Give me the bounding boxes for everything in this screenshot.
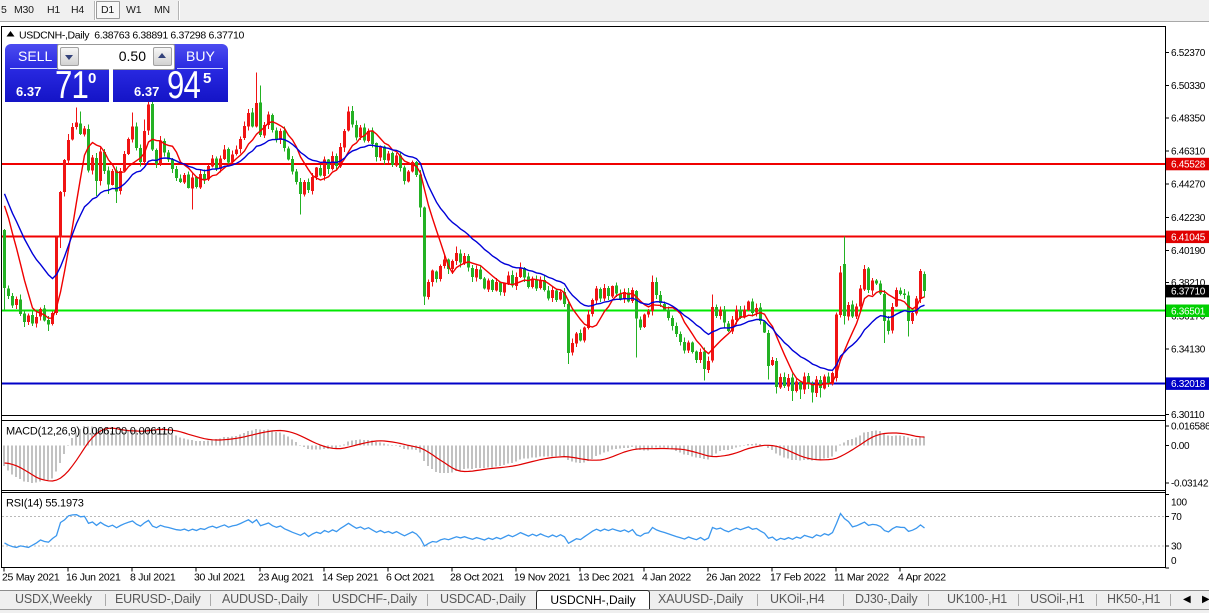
svg-text:16 Jun 2021: 16 Jun 2021 (66, 572, 121, 584)
svg-text:30: 30 (1171, 541, 1182, 552)
svg-text:0: 0 (1171, 556, 1177, 567)
svg-text:6.45528: 6.45528 (1171, 160, 1206, 171)
svg-text:28 Oct 2021: 28 Oct 2021 (450, 572, 504, 584)
svg-text:MACD(12,26,9) 0.006100 0.00611: MACD(12,26,9) 0.006100 0.006110 (6, 426, 173, 438)
svg-text:6.38210: 6.38210 (1171, 278, 1206, 289)
svg-text:USDCNH-,Daily 6.38763 6.38891: USDCNH-,Daily 6.38763 6.38891 6.37298 6.… (19, 30, 244, 42)
svg-text:6.52370: 6.52370 (1171, 48, 1206, 59)
svg-text:0.00: 0.00 (1171, 441, 1190, 452)
svg-text:4 Apr 2022: 4 Apr 2022 (898, 572, 946, 584)
svg-text:23 Aug 2021: 23 Aug 2021 (258, 572, 314, 584)
svg-text:6 Oct 2021: 6 Oct 2021 (386, 572, 435, 584)
svg-text:0.016586: 0.016586 (1171, 422, 1209, 433)
svg-text:6.32018: 6.32018 (1171, 379, 1206, 390)
svg-text:6.36501: 6.36501 (1171, 306, 1206, 317)
svg-text:14 Sep 2021: 14 Sep 2021 (322, 572, 379, 584)
svg-text:6.40190: 6.40190 (1171, 246, 1206, 257)
svg-text:19 Nov 2021: 19 Nov 2021 (514, 572, 571, 584)
svg-text:26 Jan 2022: 26 Jan 2022 (706, 572, 761, 584)
svg-text:100: 100 (1171, 498, 1188, 509)
svg-text:6.30110: 6.30110 (1171, 410, 1205, 421)
svg-text:6.50330: 6.50330 (1171, 81, 1206, 92)
svg-text:13 Dec 2021: 13 Dec 2021 (578, 572, 635, 584)
svg-text:70: 70 (1171, 512, 1182, 523)
svg-text:6.42230: 6.42230 (1171, 213, 1206, 224)
svg-text:RSI(14) 55.1973: RSI(14) 55.1973 (6, 498, 84, 510)
svg-text:6.34130: 6.34130 (1171, 345, 1206, 356)
svg-text:6.46310: 6.46310 (1171, 147, 1206, 158)
svg-text:30 Jul 2021: 30 Jul 2021 (194, 572, 245, 584)
svg-text:6.44270: 6.44270 (1171, 180, 1206, 191)
svg-text:11 Mar 2022: 11 Mar 2022 (834, 572, 889, 584)
svg-text:8 Jul 2021: 8 Jul 2021 (130, 572, 176, 584)
svg-text:6.48350: 6.48350 (1171, 113, 1206, 124)
svg-text:6.37710: 6.37710 (1171, 287, 1206, 298)
svg-text:25 May 2021: 25 May 2021 (2, 572, 60, 584)
svg-text:17 Feb 2022: 17 Feb 2022 (770, 572, 826, 584)
svg-text:6.41045: 6.41045 (1171, 232, 1206, 243)
svg-text:4 Jan 2022: 4 Jan 2022 (642, 572, 691, 584)
